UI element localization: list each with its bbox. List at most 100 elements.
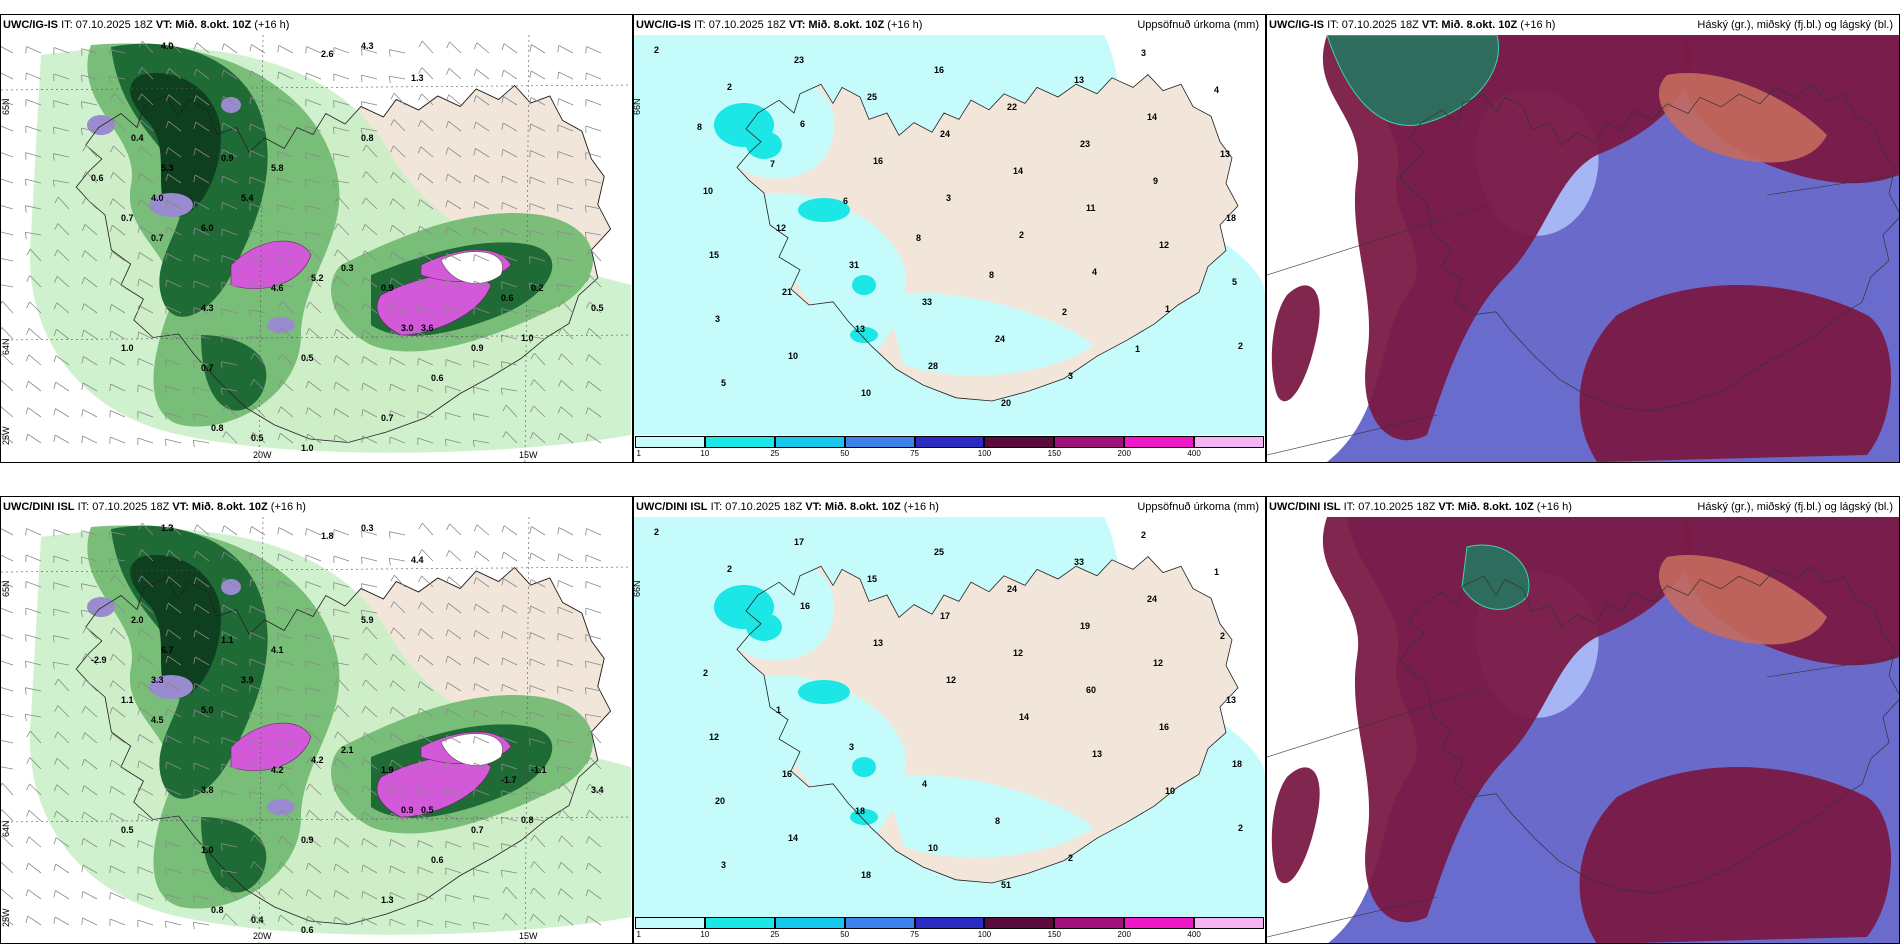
precip-value: 6.0: [201, 223, 214, 233]
precip-value: 25: [934, 547, 944, 557]
wind-barb-feather: [276, 739, 279, 747]
wind-barb-feather: [557, 580, 559, 588]
wind-barb: [558, 71, 574, 80]
wind-barb: [1, 687, 14, 692]
wind-barb: [249, 738, 266, 744]
wind-barb: [277, 686, 294, 692]
wind-barb: [169, 41, 182, 54]
wind-barb: [165, 412, 182, 418]
wind-barb-feather: [530, 405, 534, 413]
wind-barb-feather: [249, 914, 254, 921]
wind-barb: [250, 123, 266, 132]
wind-barb: [196, 550, 210, 562]
wind-barb: [473, 386, 490, 392]
wind-barb: [1, 327, 14, 340]
lat-label: 65N: [1, 580, 11, 597]
wind-barb: [364, 732, 378, 744]
precip-value: 14: [1019, 712, 1029, 722]
wind-barb: [111, 304, 126, 314]
lead-time: (+16 h): [1520, 19, 1556, 31]
wind-barb-feather: [305, 407, 309, 415]
wind-barb: [221, 816, 238, 822]
precip-value: 6: [800, 119, 805, 129]
wind-barb: [333, 608, 350, 614]
wind-barb-feather: [529, 44, 532, 52]
wind-barb-feather: [333, 837, 337, 845]
wind-barb-feather: [389, 357, 392, 365]
wind-barb: [446, 332, 462, 340]
wind-barb: [391, 786, 406, 796]
wind-barb-feather: [109, 410, 111, 418]
wind-barb: [305, 607, 322, 614]
wind-barb-feather: [473, 630, 476, 638]
wind-barb: [337, 678, 350, 692]
wind-barb-feather: [221, 604, 224, 612]
precip-value: 5.4: [241, 193, 254, 203]
wind-barb: [501, 308, 518, 314]
wind-barb: [448, 602, 462, 614]
wind-barb: [166, 279, 182, 288]
wind-barb: [166, 814, 182, 822]
wind-barb-feather: [221, 657, 224, 665]
wind-barb: [277, 739, 294, 744]
wind-barb: [361, 48, 378, 54]
wind-barb: [109, 75, 126, 80]
wind-barb: [560, 861, 574, 874]
wind-barb: [280, 861, 294, 874]
wind-barb-feather: [501, 175, 504, 183]
precip-value: 12: [709, 732, 719, 742]
wind-barb: [110, 436, 126, 444]
wind-barb-feather: [1, 327, 3, 331]
wind-barb-feather: [304, 232, 307, 240]
lon-label: 15W: [519, 450, 538, 460]
wind-barb: [389, 531, 406, 536]
wind-barb-feather: [53, 381, 57, 389]
mid-cloud: [1271, 767, 1320, 884]
precip-value: 1.0: [521, 333, 534, 343]
wind-barb-feather: [53, 784, 58, 792]
wind-barb: [277, 633, 294, 640]
wind-barb: [1, 888, 14, 900]
wind-barb: [337, 223, 350, 236]
wind-barb: [81, 609, 98, 614]
wind-barb-feather: [389, 680, 394, 688]
wind-barb-feather: [192, 922, 195, 930]
wind-barb: [418, 866, 434, 874]
wind-barb: [589, 757, 602, 770]
wind-barb-feather: [334, 678, 339, 686]
wind-barb: [502, 684, 518, 692]
precip-value: 2: [1062, 307, 1067, 317]
wind-barb-feather: [53, 434, 56, 442]
precip-colorbar: 1 10 25 50 75 100 150 200 400: [635, 917, 1264, 941]
precip-value: 2: [1238, 823, 1243, 833]
wind-barb-feather: [529, 552, 532, 560]
wind-barb-feather: [333, 890, 336, 898]
wind-barb: [419, 681, 434, 692]
wind-barb: [139, 707, 154, 718]
wind-barb-feather: [221, 525, 225, 533]
wind-barb: [250, 150, 266, 158]
wind-barb: [473, 307, 490, 314]
wind-barb-feather: [529, 526, 532, 534]
precip-cell-heavy: [87, 597, 115, 617]
model-name: UWC/DINI ISL: [636, 501, 708, 513]
wind-barb-feather: [81, 759, 85, 766]
precip-value: 1.0: [201, 845, 214, 855]
wind-barb-feather: [388, 558, 391, 566]
wind-barb-feather: [502, 913, 507, 920]
wind-barb-feather: [138, 549, 143, 556]
precip-value: -1.7: [501, 775, 517, 785]
wind-barb: [53, 529, 70, 536]
wind-barb: [83, 303, 98, 314]
mid-cloud: [1579, 767, 1891, 943]
wind-barb-feather: [417, 734, 420, 742]
wind-barb-feather: [250, 834, 255, 842]
wind-barb: [529, 685, 546, 692]
wind-barb-feather: [585, 810, 590, 817]
wind-barb-feather: [361, 356, 364, 364]
precip-value: 0.7: [201, 363, 214, 373]
wind-barb: [193, 789, 210, 796]
wind-barb-feather: [501, 657, 504, 665]
precip-value: 24: [1147, 594, 1157, 604]
lat-label: 66N: [634, 580, 642, 597]
